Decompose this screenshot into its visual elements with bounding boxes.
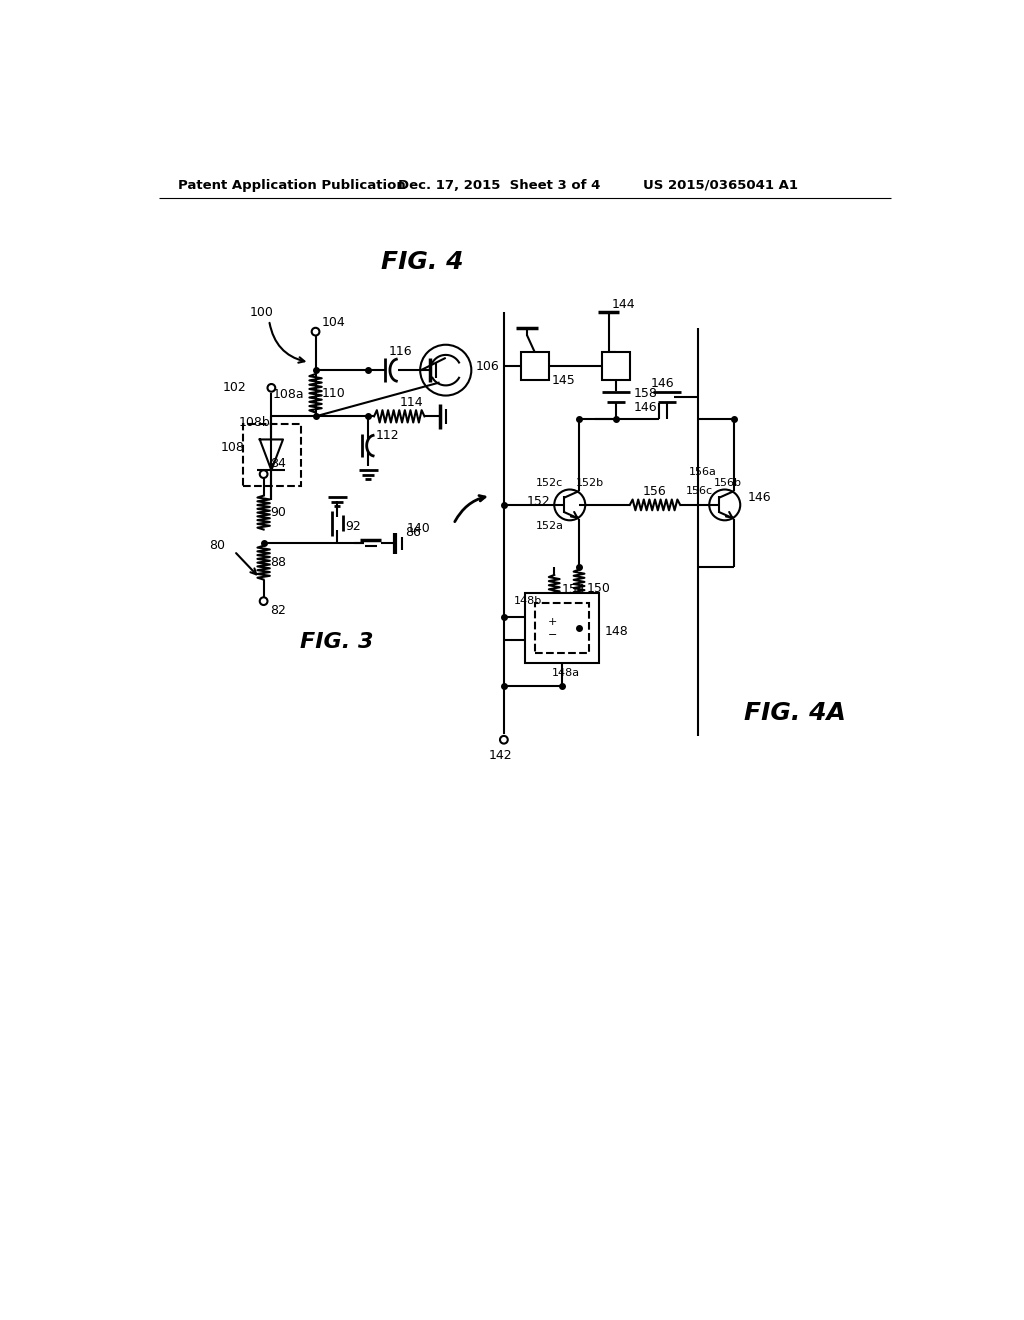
Text: 145: 145 xyxy=(552,374,575,387)
Text: FIG. 4: FIG. 4 xyxy=(381,251,464,275)
Circle shape xyxy=(260,597,267,605)
Bar xyxy=(524,594,599,663)
Circle shape xyxy=(500,737,508,743)
Text: Dec. 17, 2015  Sheet 3 of 4: Dec. 17, 2015 Sheet 3 of 4 xyxy=(397,178,600,191)
Text: 156: 156 xyxy=(643,484,667,498)
Circle shape xyxy=(420,345,471,396)
Text: 154: 154 xyxy=(562,583,586,597)
Text: FIG. 3: FIG. 3 xyxy=(300,632,374,652)
Text: −: − xyxy=(548,630,557,639)
Circle shape xyxy=(260,470,267,478)
Circle shape xyxy=(710,490,740,520)
Text: 102: 102 xyxy=(223,381,247,395)
Text: Patent Application Publication: Patent Application Publication xyxy=(178,178,407,191)
Text: 142: 142 xyxy=(488,748,512,762)
Text: 108b: 108b xyxy=(239,416,270,429)
Text: 152: 152 xyxy=(527,495,551,508)
Text: 112: 112 xyxy=(376,429,399,442)
Text: 140: 140 xyxy=(407,521,430,535)
Text: 116: 116 xyxy=(388,345,412,358)
Text: +: + xyxy=(548,616,557,627)
Text: 150: 150 xyxy=(587,582,610,594)
Text: 156b: 156b xyxy=(714,478,742,488)
Text: 148: 148 xyxy=(604,626,629,639)
Bar xyxy=(521,352,549,380)
Text: 148b: 148b xyxy=(514,597,542,606)
Text: 148a: 148a xyxy=(552,668,580,677)
Text: 144: 144 xyxy=(611,298,635,312)
Bar xyxy=(602,352,630,380)
Text: 100: 100 xyxy=(250,306,273,319)
Text: 108: 108 xyxy=(221,441,245,454)
Text: 114: 114 xyxy=(399,396,423,409)
Circle shape xyxy=(311,327,319,335)
Text: 84: 84 xyxy=(270,457,286,470)
Text: FIG. 4A: FIG. 4A xyxy=(743,701,846,725)
Text: 156c: 156c xyxy=(686,486,713,496)
Text: 152b: 152b xyxy=(575,478,604,488)
Text: 146: 146 xyxy=(748,491,772,504)
Text: 146: 146 xyxy=(633,401,657,414)
Text: 158: 158 xyxy=(633,387,657,400)
Bar xyxy=(243,424,301,486)
Text: 152a: 152a xyxy=(536,521,563,532)
Text: 106: 106 xyxy=(475,360,499,372)
Text: 108a: 108a xyxy=(273,388,304,401)
Circle shape xyxy=(554,490,586,520)
Text: 82: 82 xyxy=(270,603,286,616)
Bar xyxy=(535,603,589,653)
Text: 86: 86 xyxy=(404,527,421,539)
Text: 88: 88 xyxy=(270,556,286,569)
Text: 104: 104 xyxy=(322,315,345,329)
Circle shape xyxy=(267,384,275,392)
Text: 146: 146 xyxy=(651,376,675,389)
Text: US 2015/0365041 A1: US 2015/0365041 A1 xyxy=(643,178,799,191)
Text: 156a: 156a xyxy=(689,467,717,477)
Text: 110: 110 xyxy=(322,387,345,400)
Text: 92: 92 xyxy=(345,520,360,533)
Text: 80: 80 xyxy=(209,539,225,552)
Text: 90: 90 xyxy=(270,506,286,519)
Text: 152c: 152c xyxy=(537,478,563,488)
